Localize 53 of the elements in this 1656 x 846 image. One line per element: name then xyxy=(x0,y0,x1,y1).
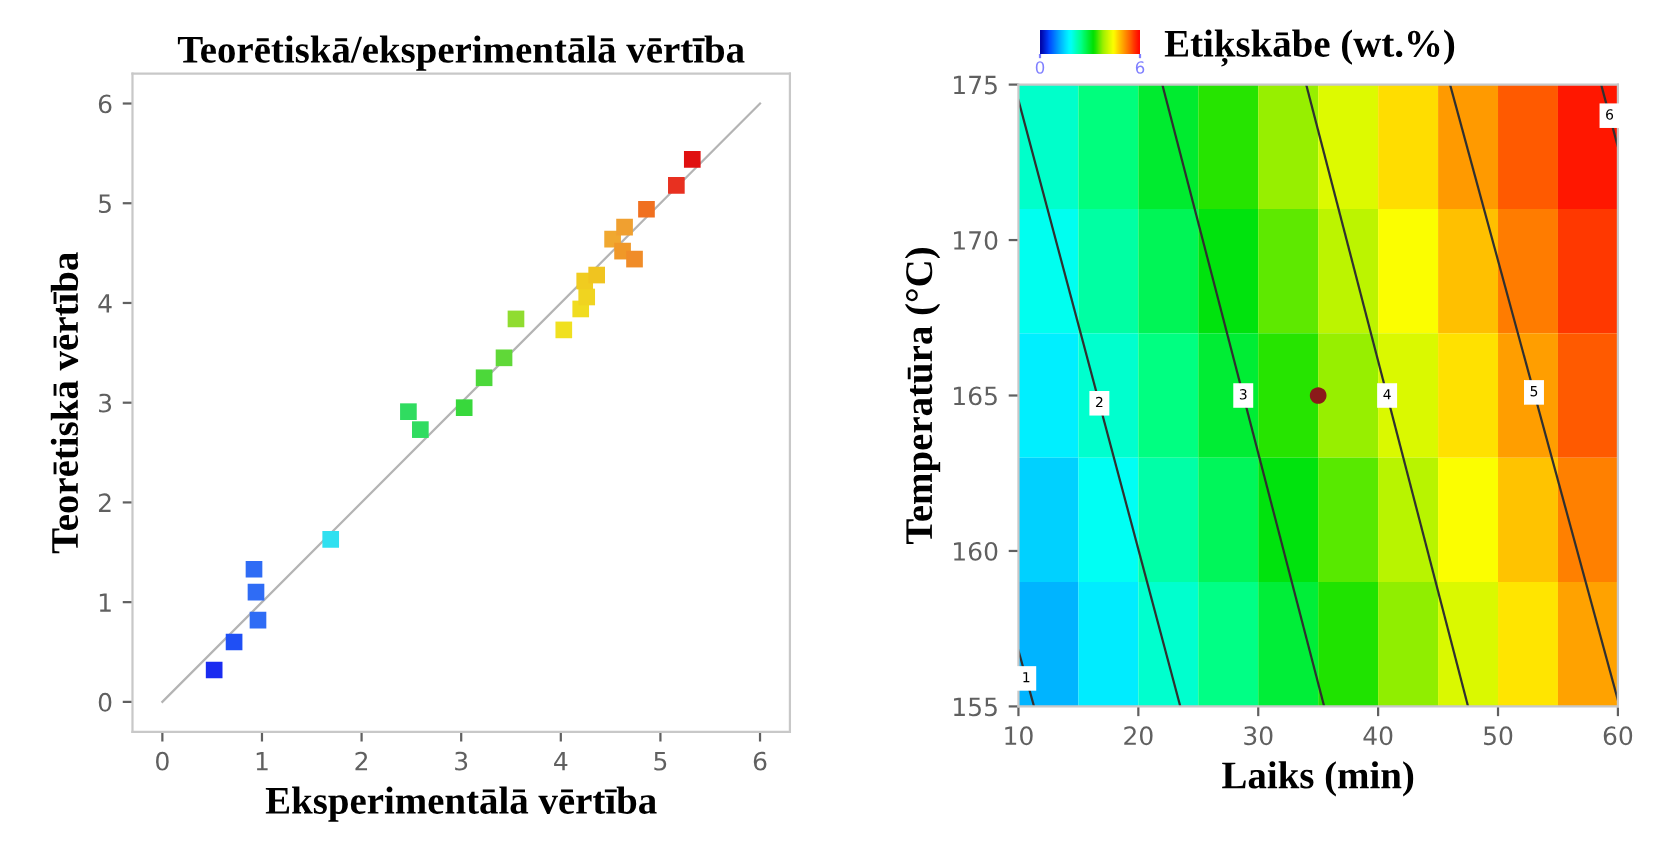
y-tick-label: 4 xyxy=(98,294,112,313)
y-tick-label: 165 xyxy=(954,386,997,406)
x-tick-label: 1 xyxy=(256,752,268,771)
point xyxy=(495,349,513,367)
color-bar-label: 0 xyxy=(1035,61,1045,74)
x-tick-label: 20 xyxy=(1124,726,1153,746)
y-tick-label: 155 xyxy=(954,697,997,717)
x-tick-label: 40 xyxy=(1363,726,1393,746)
x-axis-title: Eksperimentālā vērtība xyxy=(265,786,657,822)
x-tick-label: 6 xyxy=(753,751,767,771)
x-tick-label: 10 xyxy=(1005,726,1033,746)
point xyxy=(578,288,596,306)
point xyxy=(507,310,525,328)
x-tick-label: 4 xyxy=(554,752,568,771)
x-tick-label: 30 xyxy=(1244,726,1273,746)
point xyxy=(400,403,417,421)
y-tick-label: 6 xyxy=(98,94,112,114)
point xyxy=(588,266,605,284)
x-tick-label: 3 xyxy=(455,751,468,771)
point xyxy=(225,633,243,651)
color-bar-label: 6 xyxy=(1135,61,1145,74)
y-axis-title: Temperatūra (°C) xyxy=(904,248,941,544)
x-tick-label: 60 xyxy=(1603,726,1633,746)
chart-title: Teorētiskā/eksperimentālā vērtība xyxy=(177,35,745,71)
x-axis-title: Laiks (min) xyxy=(1222,761,1414,797)
point xyxy=(616,218,633,236)
point xyxy=(249,611,267,629)
point xyxy=(455,399,473,417)
point xyxy=(322,530,340,548)
y-tick-label: 5 xyxy=(99,194,111,214)
y-tick-label: 2 xyxy=(98,493,111,512)
y-tick-label: 175 xyxy=(954,75,997,95)
point xyxy=(412,421,429,438)
point xyxy=(247,583,265,601)
point xyxy=(205,661,223,679)
x-tick-label: 5 xyxy=(654,752,667,771)
y-tick-label: 0 xyxy=(98,692,112,712)
y-tick-label: 3 xyxy=(99,393,112,413)
point xyxy=(638,200,655,218)
point xyxy=(683,151,701,168)
x-tick-label: 2 xyxy=(355,751,368,771)
x-tick-label: 50 xyxy=(1484,726,1513,746)
point xyxy=(245,560,263,578)
point xyxy=(668,176,685,194)
y-tick-label: 160 xyxy=(954,541,998,561)
point xyxy=(555,321,573,339)
point xyxy=(475,369,493,387)
y-tick-label: 1 xyxy=(99,593,111,612)
y-axis-title: Teorētiskā vērtība xyxy=(50,252,79,554)
point xyxy=(626,250,643,268)
y-tick-label: 170 xyxy=(954,231,998,250)
x-tick-label: 0 xyxy=(156,751,169,771)
chart-title: Etiķskābe (wt.%) xyxy=(1164,29,1455,67)
